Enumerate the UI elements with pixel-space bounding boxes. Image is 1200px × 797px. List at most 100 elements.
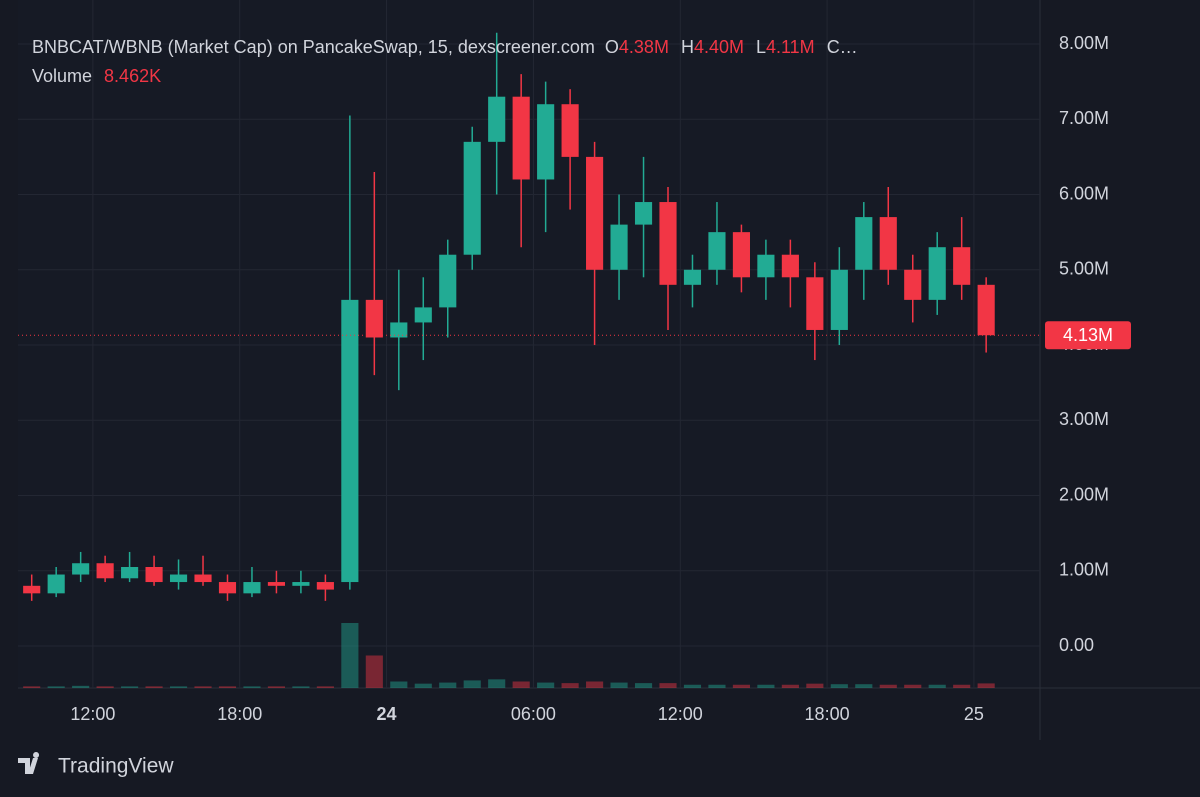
open-value: 4.38M xyxy=(619,37,669,57)
volume-bar xyxy=(683,684,702,688)
x-tick-label: 25 xyxy=(964,704,984,724)
volume-value: 8.462K xyxy=(104,66,161,86)
close-label: C… xyxy=(827,37,858,57)
volume-bar xyxy=(904,684,922,688)
candle-body xyxy=(47,574,65,594)
volume-bar xyxy=(586,681,604,688)
candle-body xyxy=(439,254,457,308)
candle-body xyxy=(121,566,139,579)
volume-bar xyxy=(634,683,653,688)
candle-body xyxy=(561,104,579,157)
candle-body xyxy=(659,202,677,285)
candle-body xyxy=(96,563,114,579)
high-value: 4.40M xyxy=(694,37,744,57)
volume-bar xyxy=(879,684,897,688)
candles xyxy=(23,32,995,601)
chart-title: BNBCAT/WBNB (Market Cap) on PancakeSwap,… xyxy=(32,37,595,57)
y-tick-label: 7.00M xyxy=(1059,108,1109,128)
volume-bar xyxy=(341,623,359,688)
candle-body xyxy=(634,202,653,225)
y-tick-label: 2.00M xyxy=(1059,484,1109,504)
volume-bar xyxy=(806,683,824,688)
volume-bar xyxy=(292,686,310,688)
volume-bar xyxy=(169,686,188,688)
volume-bar xyxy=(659,683,677,688)
volume-bar xyxy=(781,684,799,688)
brand-logo: TradingView xyxy=(18,752,174,778)
candle-body xyxy=(341,299,359,583)
volume-bar xyxy=(512,681,530,688)
x-tick-label: 06:00 xyxy=(511,704,556,724)
candle-body xyxy=(708,232,726,270)
candle-body xyxy=(830,269,848,330)
candle-body xyxy=(414,307,432,323)
candle-body xyxy=(586,156,604,270)
candle-body xyxy=(928,247,946,300)
volume-bar xyxy=(732,684,750,688)
volume-bar xyxy=(757,684,775,688)
low-value: 4.11M xyxy=(766,37,815,57)
candle-body xyxy=(512,96,530,180)
volume-bar xyxy=(928,684,946,688)
y-tick-label: 8.00M xyxy=(1059,33,1109,53)
candle-body xyxy=(953,247,971,285)
candle-body xyxy=(145,566,163,583)
volume-bar xyxy=(439,682,457,688)
volume-legend: Volume 8.462K xyxy=(32,66,161,86)
volume-bar xyxy=(194,686,212,688)
x-tick-label: 18:00 xyxy=(217,704,262,724)
volume-label: Volume xyxy=(32,66,92,86)
volume-bar xyxy=(365,655,383,688)
high-label: H xyxy=(681,37,694,57)
candle-body xyxy=(218,582,237,594)
volume-bar xyxy=(267,686,286,688)
volume-bar xyxy=(390,681,408,688)
candle-body xyxy=(977,284,995,336)
candle-body xyxy=(757,254,775,278)
open-label: O xyxy=(605,37,619,57)
volume-bar xyxy=(414,683,432,688)
volume-bar xyxy=(463,680,481,688)
volume-bar xyxy=(610,682,628,688)
candle-body xyxy=(537,104,555,180)
y-tick-label: 1.00M xyxy=(1059,560,1109,580)
volume-bar xyxy=(855,684,873,688)
volume-bar xyxy=(121,686,139,688)
candle-body xyxy=(390,322,408,338)
candle-body xyxy=(879,217,897,270)
candle-body xyxy=(855,217,873,270)
axes: 0.001.00M2.00M3.00M4.00M5.00M6.00M7.00M8… xyxy=(18,33,1131,724)
candle-body xyxy=(781,254,799,278)
candle-body xyxy=(169,574,188,583)
candle-body xyxy=(463,141,481,255)
volume-bar xyxy=(316,686,334,688)
volume-bar xyxy=(561,683,579,688)
y-tick-label: 0.00 xyxy=(1059,635,1094,655)
volume-bar xyxy=(708,684,726,688)
low-label: L xyxy=(756,37,766,57)
candle-body xyxy=(365,299,383,338)
candle-body xyxy=(683,269,702,285)
last-price-label: 4.13M xyxy=(1063,325,1113,345)
volume-bar xyxy=(96,686,114,688)
candle-body xyxy=(292,582,310,586)
volume-bar xyxy=(47,686,65,688)
candle-body xyxy=(732,232,750,278)
candle-body xyxy=(267,582,286,586)
candle-body xyxy=(904,269,922,300)
volume-bar xyxy=(218,686,237,688)
volume-bar xyxy=(977,683,995,688)
x-tick-label: 18:00 xyxy=(805,704,850,724)
x-tick-label: 12:00 xyxy=(658,704,703,724)
volume-bar xyxy=(953,684,971,688)
candle-body xyxy=(806,277,824,330)
y-tick-label: 3.00M xyxy=(1059,409,1109,429)
volume-bar xyxy=(488,679,506,688)
volume-bar xyxy=(23,686,41,688)
candle-body xyxy=(243,582,261,594)
candle-body xyxy=(610,224,628,270)
brand: TradingView xyxy=(58,755,174,778)
volume-bar xyxy=(243,686,261,688)
